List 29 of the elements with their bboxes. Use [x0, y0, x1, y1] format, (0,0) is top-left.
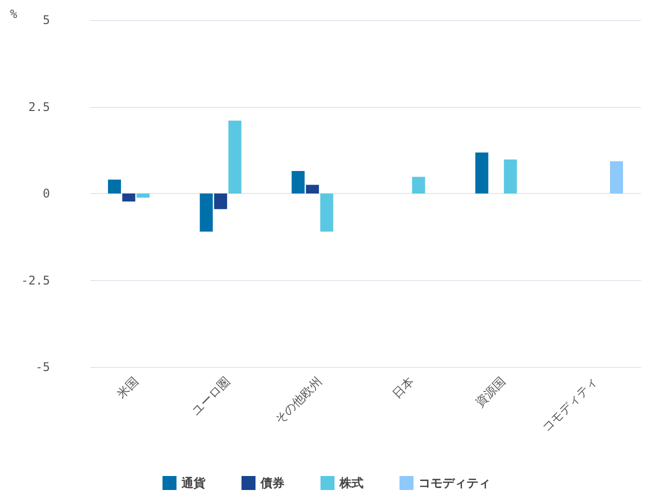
y-axis-title: %	[10, 7, 18, 21]
legend-label: 株式	[338, 476, 364, 490]
bar	[122, 194, 136, 202]
legend-label: 通貨	[180, 476, 206, 490]
bar	[412, 176, 426, 194]
legend-label: コモディティ	[418, 476, 490, 490]
x-tick-label: 資源国	[472, 374, 508, 410]
bar	[136, 194, 150, 198]
y-tick-label: 2.5	[28, 100, 50, 114]
y-tick-label: -2.5	[21, 273, 50, 288]
bar	[610, 161, 624, 194]
x-tick-label: その他欧州	[272, 374, 325, 426]
bar	[306, 184, 319, 194]
y-tick-label: 0	[42, 186, 50, 200]
bar	[108, 180, 121, 194]
y-tick-label: 5	[42, 13, 50, 27]
legend-label: 債券	[260, 476, 286, 490]
bar	[320, 194, 334, 232]
x-tick-label: ユーロ圏	[188, 374, 233, 418]
x-tick-label: 日本	[389, 374, 416, 401]
bar	[475, 152, 488, 194]
bar	[228, 120, 242, 194]
bar	[504, 159, 517, 194]
y-tick-label: -5	[36, 360, 50, 374]
bar	[200, 194, 213, 232]
x-tick-label: コモディティ	[539, 374, 600, 435]
bar	[214, 194, 228, 210]
x-tick-label: 米国	[114, 374, 141, 401]
bar	[292, 170, 305, 194]
